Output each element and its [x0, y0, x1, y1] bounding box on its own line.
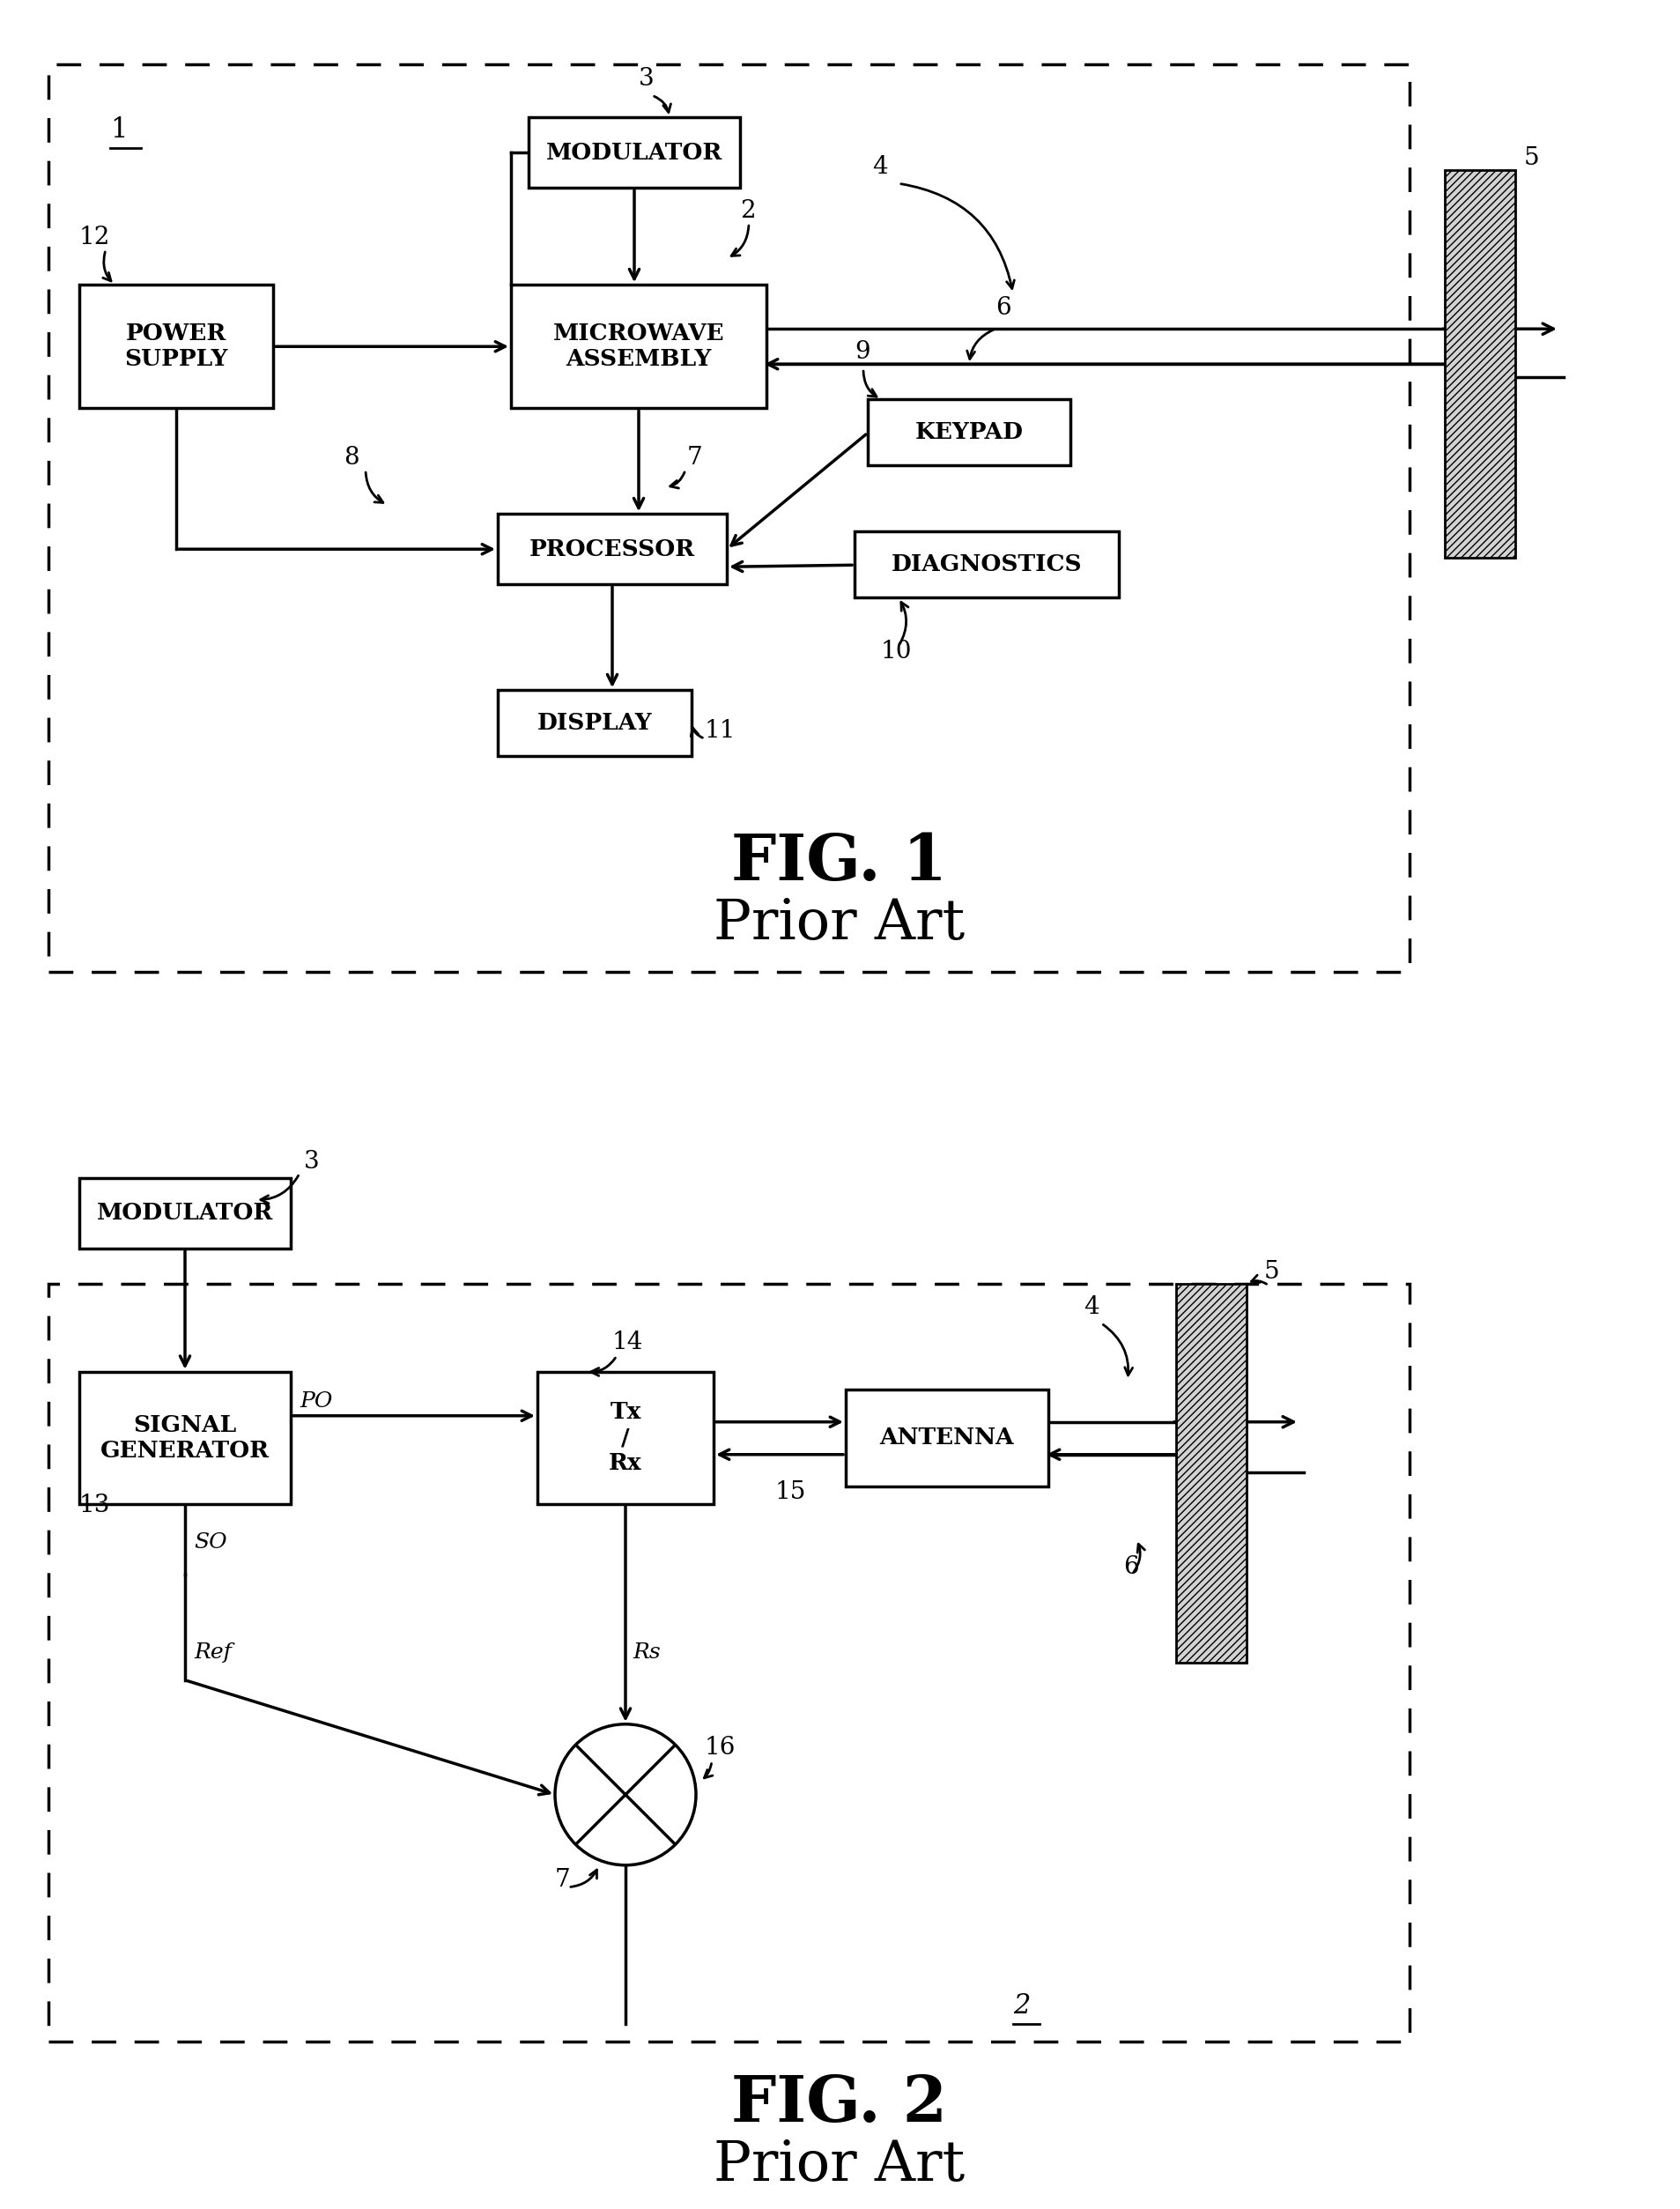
Text: ANTENNA: ANTENNA — [880, 1427, 1015, 1449]
Bar — [49, 64, 1410, 972]
Text: KEYPAD: KEYPAD — [916, 422, 1023, 444]
Text: 3: 3 — [638, 66, 654, 91]
Text: 3: 3 — [304, 1149, 319, 1173]
Text: 9: 9 — [855, 340, 870, 364]
Text: POWER
SUPPLY: POWER SUPPLY — [124, 323, 228, 371]
Text: 2: 2 — [739, 199, 756, 223]
Text: FIG. 1: FIG. 1 — [732, 831, 948, 895]
Text: 5: 5 — [1524, 146, 1539, 170]
Text: 8: 8 — [344, 446, 360, 471]
Text: PO: PO — [299, 1392, 333, 1412]
Text: 13: 13 — [79, 1493, 111, 1518]
Text: 2: 2 — [1013, 1993, 1030, 2019]
Text: MODULATOR: MODULATOR — [546, 141, 722, 163]
Text: MICROWAVE
ASSEMBLY: MICROWAVE ASSEMBLY — [553, 323, 724, 371]
Bar — [1176, 1283, 1247, 1663]
Bar — [497, 689, 692, 755]
Bar — [845, 1389, 1048, 1487]
Text: 5: 5 — [1263, 1259, 1280, 1283]
Text: SIGNAL
GENERATOR: SIGNAL GENERATOR — [101, 1414, 269, 1462]
Text: 1: 1 — [111, 117, 128, 144]
Text: 16: 16 — [706, 1736, 736, 1758]
Text: Tx
/
Rx: Tx / Rx — [608, 1401, 642, 1473]
Bar — [79, 285, 274, 409]
Text: 6: 6 — [1124, 1555, 1139, 1579]
Text: 4: 4 — [1084, 1294, 1099, 1319]
Text: Prior Art: Prior Art — [714, 897, 966, 952]
Bar — [497, 515, 727, 585]
Text: Ref: Ref — [193, 1641, 232, 1663]
Text: SO: SO — [193, 1533, 227, 1553]
Text: FIG. 2: FIG. 2 — [732, 2072, 948, 2134]
Bar — [529, 117, 739, 188]
Bar — [538, 1372, 714, 1504]
Text: 15: 15 — [774, 1480, 806, 1504]
Bar — [855, 532, 1119, 599]
Bar — [79, 1177, 291, 1248]
Text: 6: 6 — [996, 296, 1011, 320]
Text: 11: 11 — [706, 720, 736, 742]
Bar — [1445, 170, 1515, 559]
Text: 10: 10 — [880, 641, 912, 663]
Text: 4: 4 — [872, 155, 887, 179]
Text: Prior Art: Prior Art — [714, 2138, 966, 2191]
Bar — [49, 1283, 1410, 2041]
Text: MODULATOR: MODULATOR — [97, 1202, 274, 1224]
Bar — [79, 1372, 291, 1504]
Text: 7: 7 — [554, 1869, 571, 1891]
Text: PROCESSOR: PROCESSOR — [529, 539, 696, 561]
Text: Rs: Rs — [633, 1641, 660, 1663]
Text: 7: 7 — [687, 446, 702, 471]
Bar — [869, 400, 1070, 466]
Text: 12: 12 — [79, 225, 111, 250]
Text: 14: 14 — [612, 1330, 643, 1354]
Text: DIAGNOSTICS: DIAGNOSTICS — [892, 554, 1082, 577]
Bar — [511, 285, 766, 409]
Text: DISPLAY: DISPLAY — [538, 711, 652, 733]
